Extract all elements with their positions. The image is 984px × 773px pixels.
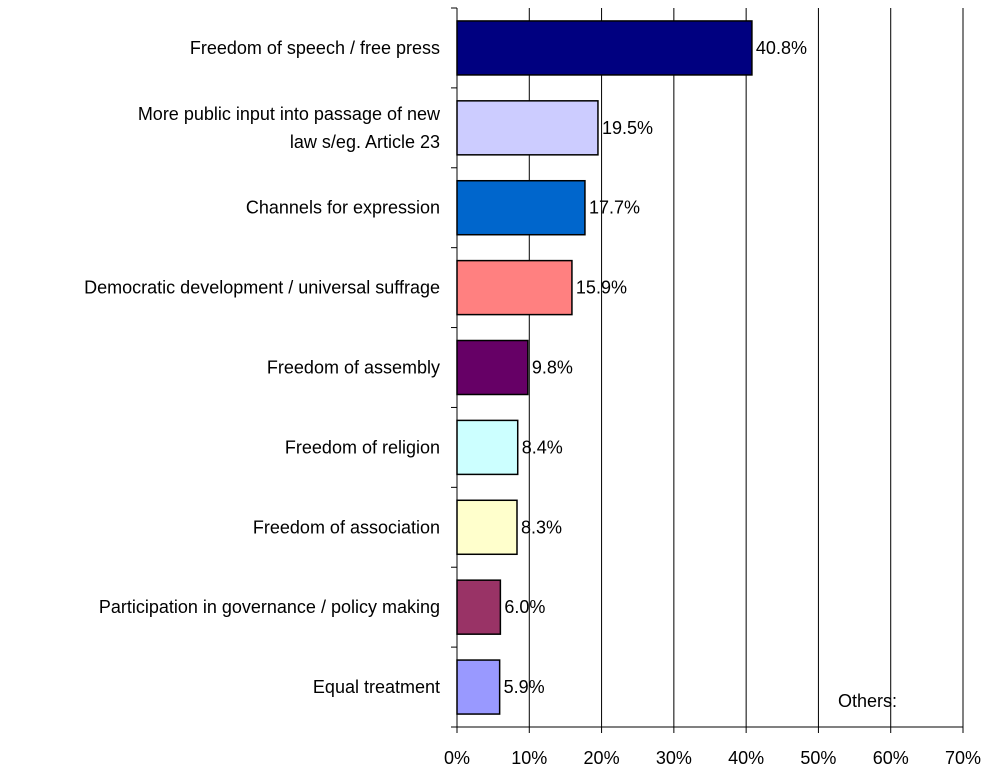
value-label: 15.9% [576, 278, 627, 298]
value-label: 19.5% [602, 118, 653, 138]
category-label: Freedom of assembly [267, 358, 440, 378]
others-annotation: Others: [838, 691, 897, 711]
x-tick-label: 20% [584, 748, 620, 768]
x-tick-label: 40% [728, 748, 764, 768]
bar [456, 259, 573, 316]
value-label: 40.8% [756, 38, 807, 58]
category-label: Democratic development / universal suffr… [84, 278, 440, 298]
x-tick-label: 10% [511, 748, 547, 768]
bar [456, 179, 586, 236]
bar [456, 659, 501, 715]
category-label: law s/eg. Article 23 [290, 132, 440, 152]
value-label: 6.0% [504, 597, 545, 617]
category-label: Freedom of religion [285, 437, 440, 457]
category-label: Participation in governance / policy mak… [99, 597, 440, 617]
x-tick-label: 70% [945, 748, 981, 768]
bar [456, 419, 519, 476]
category-label: Freedom of association [253, 517, 440, 537]
bar [456, 499, 518, 556]
bar [456, 579, 502, 635]
category-label: Freedom of speech / free press [190, 38, 440, 58]
x-tick-label: 30% [656, 748, 692, 768]
category-label: Equal treatment [313, 677, 440, 697]
labels: 40.8% Freedom of speech / free press 19.5%… [84, 38, 981, 768]
x-tick-label: 60% [873, 748, 909, 768]
category-label: More public input into passage of new [138, 104, 441, 124]
bars [456, 20, 753, 715]
bar [456, 20, 753, 76]
value-label: 5.9% [504, 677, 545, 697]
value-label: 17.7% [589, 198, 640, 218]
category-label: Channels for expression [246, 198, 440, 218]
value-label: 9.8% [532, 358, 573, 378]
axes [451, 7, 964, 733]
x-tick-label: 0% [444, 748, 470, 768]
bar [456, 339, 529, 396]
bar [456, 100, 599, 156]
x-tick-label: 50% [800, 748, 836, 768]
grid-lines [528, 8, 964, 727]
value-label: 8.4% [522, 437, 563, 457]
value-label: 8.3% [521, 517, 562, 537]
